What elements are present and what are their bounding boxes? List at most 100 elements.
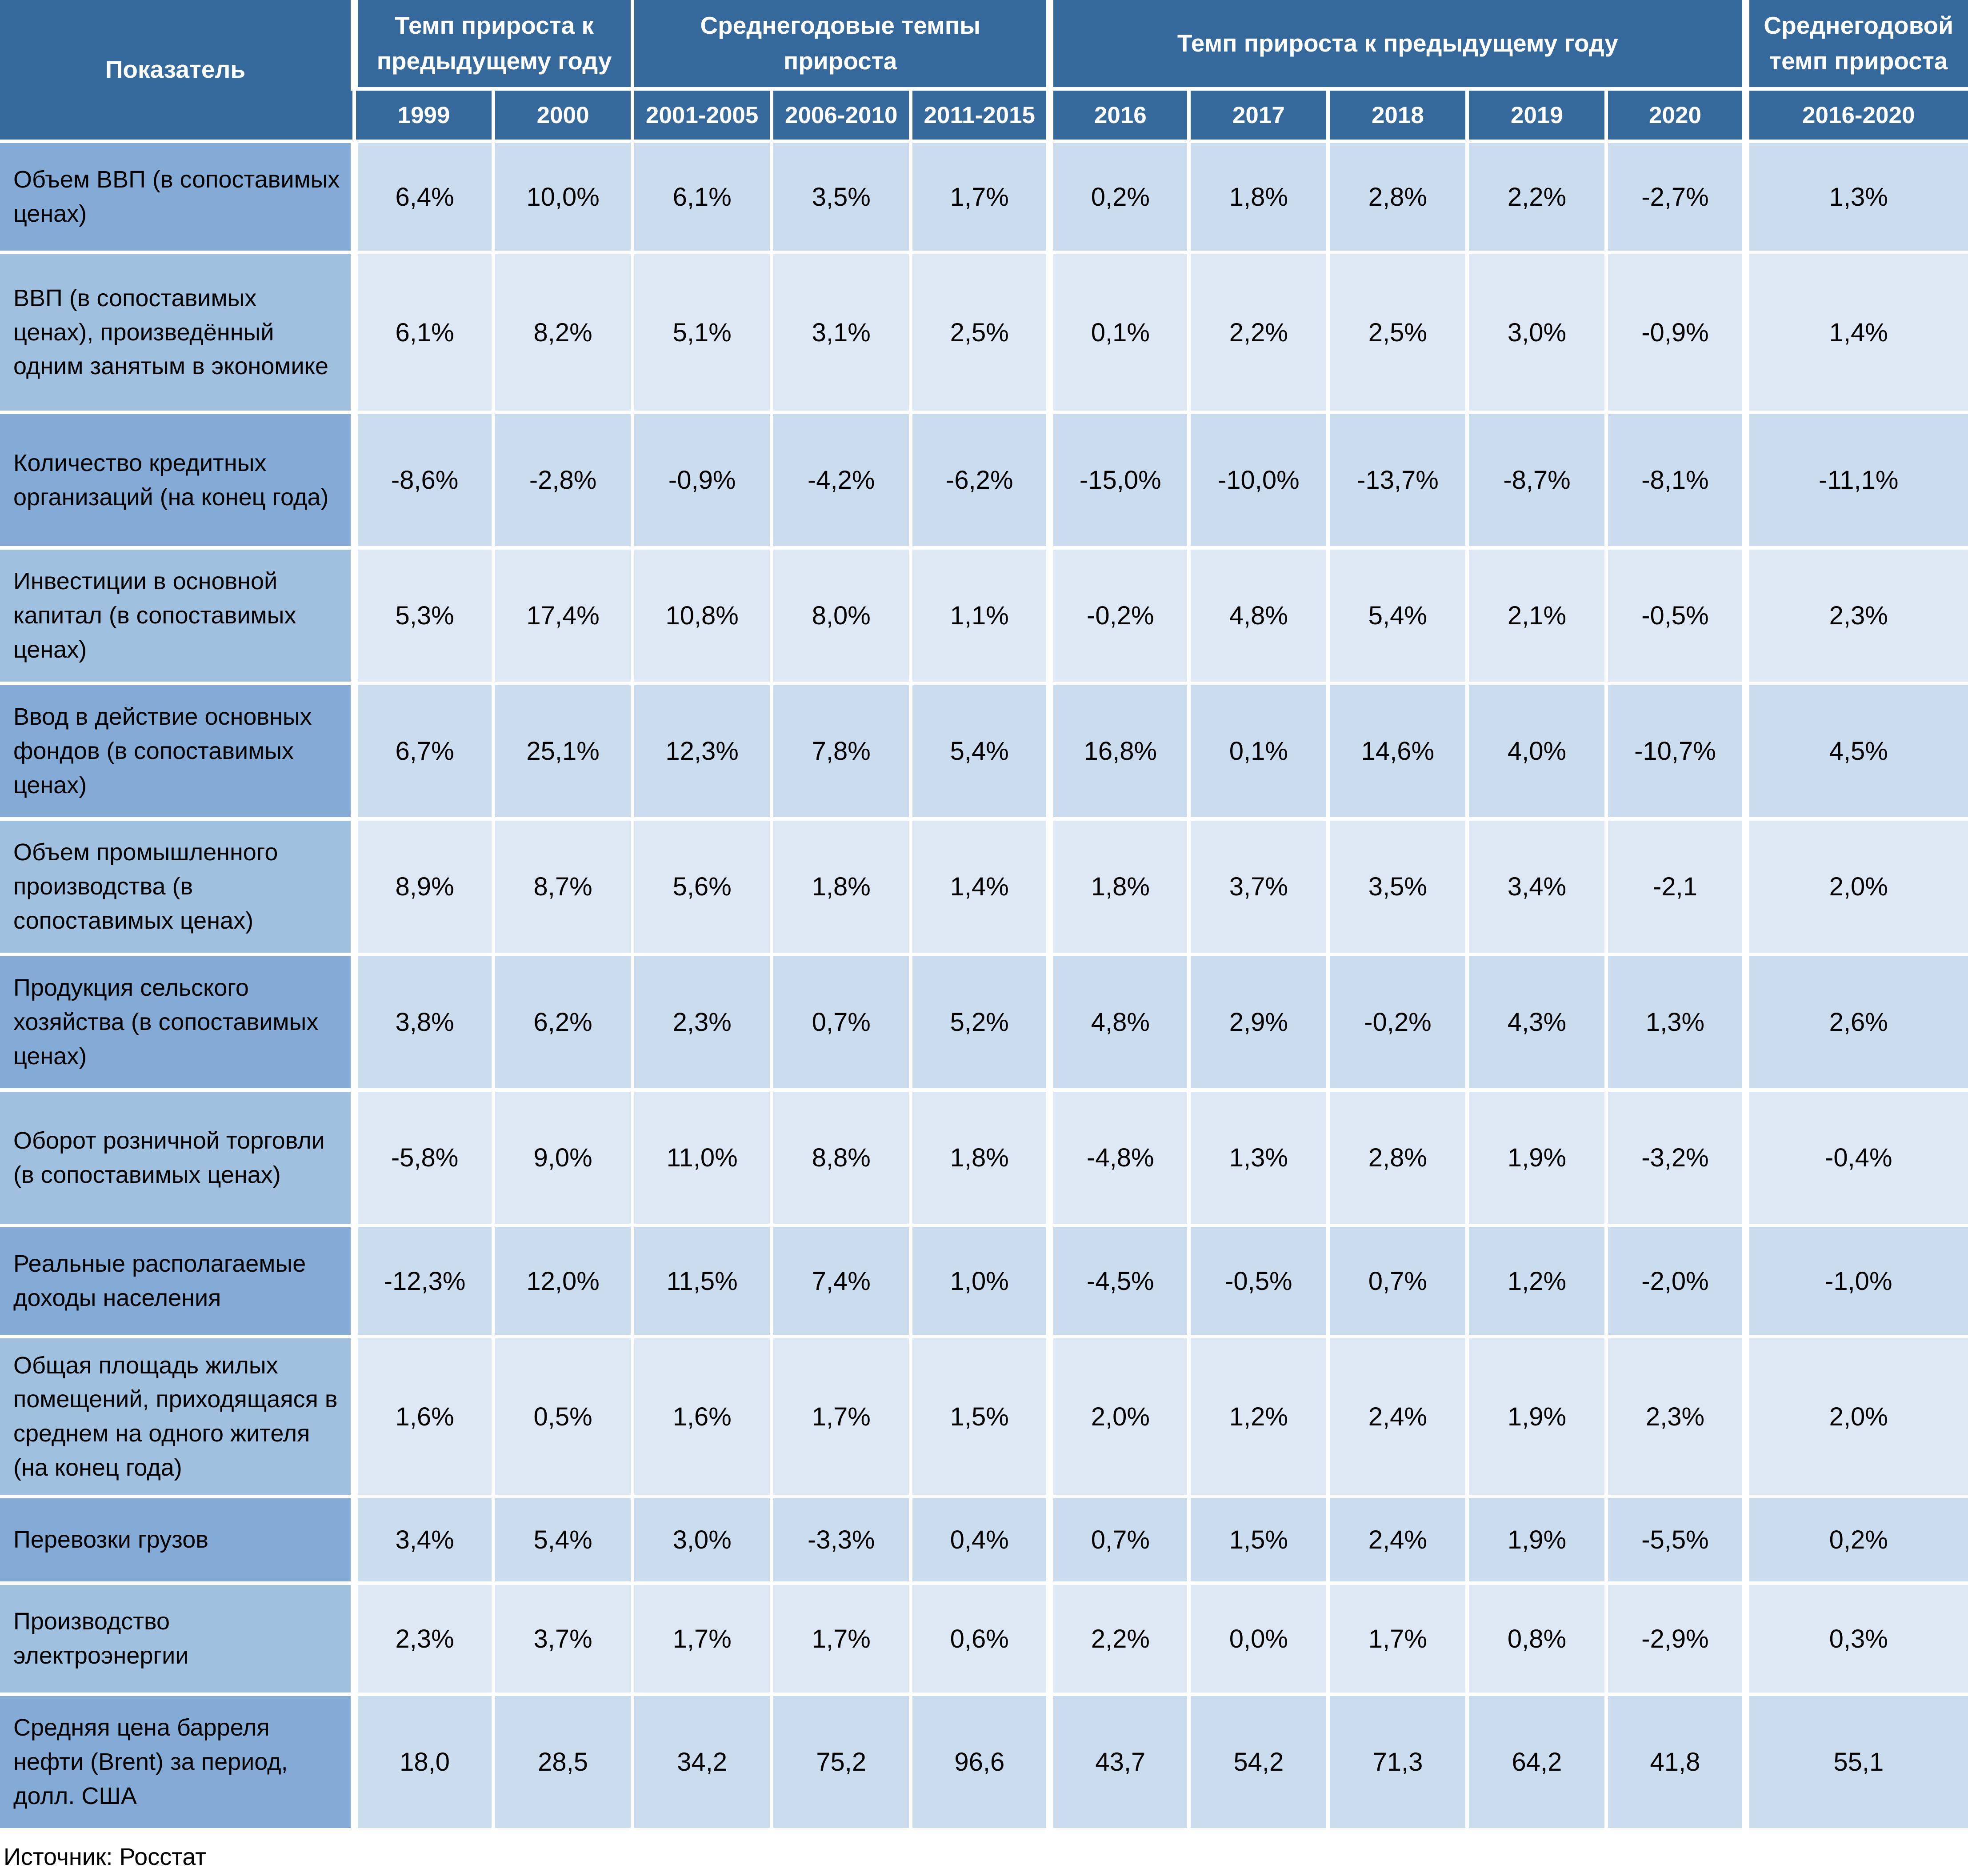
table-row: Количество кредитных организаций (на кон… <box>0 411 1968 550</box>
value-cell: 1,7% <box>770 1335 913 1498</box>
value-cell: 2,8% <box>1326 1088 1469 1227</box>
value-cell: 3,0% <box>1465 251 1608 414</box>
table-row: Производство электроэнергии 2,3% 3,7% 1,7% 1… <box>0 1581 1968 1696</box>
value-cell: 7,4% <box>770 1224 913 1338</box>
value-cell: 2,5% <box>909 251 1052 414</box>
value-cell: -11,1% <box>1742 411 1968 550</box>
table-row: Реальные располагаемые доходы населения -… <box>0 1224 1968 1338</box>
value-cell: -0,5% <box>1187 1224 1330 1338</box>
value-cell: 2,3% <box>1742 546 1968 685</box>
value-cell: 6,1% <box>631 140 774 254</box>
table-row: Оборот розничной торговли (в сопоставимы… <box>0 1088 1968 1227</box>
value-cell: 4,8% <box>1187 546 1330 685</box>
value-cell: -2,9% <box>1604 1581 1748 1696</box>
table-row: Продукция сельского хозяйства (в сопоста… <box>0 953 1968 1092</box>
value-cell: 1,6% <box>631 1335 774 1498</box>
value-cell: 75,2 <box>770 1692 913 1832</box>
value-cell: 1,3% <box>1604 953 1748 1092</box>
value-cell: 2,0% <box>1046 1335 1191 1498</box>
value-cell: 5,4% <box>909 682 1052 821</box>
value-cell: 2,6% <box>1742 953 1968 1092</box>
value-cell: 1,2% <box>1187 1335 1330 1498</box>
value-cell: 25,1% <box>492 682 635 821</box>
value-cell: 14,6% <box>1326 682 1469 821</box>
value-cell: 4,5% <box>1742 682 1968 821</box>
row-label: Объем ВВП (в сопоставимых ценах) <box>0 140 356 254</box>
value-cell: -0,9% <box>631 411 774 550</box>
value-cell: -5,8% <box>351 1088 496 1227</box>
value-cell: 6,1% <box>351 251 496 414</box>
value-cell: 2,1% <box>1465 546 1608 685</box>
value-cell: 5,3% <box>351 546 496 685</box>
value-cell: 6,7% <box>351 682 496 821</box>
group-header-avg-annual-growth-2016-2020: Среднегодовой темп прироста <box>1742 0 1968 91</box>
value-cell: 3,4% <box>1465 817 1608 956</box>
table-row: Средняя цена барреля нефти (Brent) за пе… <box>0 1692 1968 1832</box>
value-cell: 0,1% <box>1046 251 1191 414</box>
value-cell: 2,9% <box>1187 953 1330 1092</box>
value-cell: -4,5% <box>1046 1224 1191 1338</box>
row-label: Объем промышленного производства (в сопо… <box>0 817 356 956</box>
year-header: 1999 <box>354 87 496 143</box>
row-label: Средняя цена барреля нефти (Brent) за пе… <box>0 1692 356 1832</box>
value-cell: 54,2 <box>1187 1692 1330 1832</box>
year-header: 2018 <box>1326 87 1469 143</box>
value-cell: 12,0% <box>492 1224 635 1338</box>
value-cell: 2,2% <box>1465 140 1608 254</box>
value-cell: 2,3% <box>351 1581 496 1696</box>
value-cell: -3,3% <box>770 1495 913 1585</box>
value-cell: -12,3% <box>351 1224 496 1338</box>
value-cell: 1,8% <box>909 1088 1052 1227</box>
value-cell: 0,3% <box>1742 1581 1968 1696</box>
year-header: 2000 <box>492 87 635 143</box>
value-cell: 0,7% <box>1326 1224 1469 1338</box>
value-cell: 0,2% <box>1046 140 1191 254</box>
value-cell: 2,8% <box>1326 140 1469 254</box>
row-label: Реальные располагаемые доходы населения <box>0 1224 356 1338</box>
row-label: ВВП (в сопоставимых ценах), произведённы… <box>0 251 356 414</box>
value-cell: 8,8% <box>770 1088 913 1227</box>
value-cell: 9,0% <box>492 1088 635 1227</box>
value-cell: -3,2% <box>1604 1088 1748 1227</box>
value-cell: 1,1% <box>909 546 1052 685</box>
value-cell: -0,2% <box>1046 546 1191 685</box>
value-cell: 1,2% <box>1465 1224 1608 1338</box>
table-body: Объем ВВП (в сопоставимых ценах) 6,4% 10,0… <box>0 140 1968 1832</box>
group-header-avg-annual-growth: Среднегодовые темпы прироста <box>631 0 1052 91</box>
value-cell: 55,1 <box>1742 1692 1968 1832</box>
value-cell: -6,2% <box>909 411 1052 550</box>
value-cell: 0,8% <box>1465 1581 1608 1696</box>
value-cell: 16,8% <box>1046 682 1191 821</box>
value-cell: -0,5% <box>1604 546 1748 685</box>
value-cell: 3,7% <box>492 1581 635 1696</box>
value-cell: 1,8% <box>770 817 913 956</box>
value-cell: 5,4% <box>1326 546 1469 685</box>
value-cell: 17,4% <box>492 546 635 685</box>
value-cell: 0,4% <box>909 1495 1052 1585</box>
value-cell: 2,3% <box>1604 1335 1748 1498</box>
table-row: ВВП (в сопоставимых ценах), произведённы… <box>0 251 1968 414</box>
value-cell: 1,8% <box>1187 140 1330 254</box>
value-cell: 8,9% <box>351 817 496 956</box>
row-label: Перевозки грузов <box>0 1495 356 1585</box>
value-cell: 1,0% <box>909 1224 1052 1338</box>
year-header: 2016 <box>1046 87 1191 143</box>
value-cell: 1,9% <box>1465 1088 1608 1227</box>
group-header-growth-prev-year-1: Темп прироста к предыдущему году <box>351 0 635 91</box>
row-label: Ввод в действие основных фондов (в сопос… <box>0 682 356 821</box>
value-cell: -13,7% <box>1326 411 1469 550</box>
table-row: Перевозки грузов 3,4% 5,4% 3,0% -3,3% 0,4% 0,7… <box>0 1495 1968 1585</box>
value-cell: 4,3% <box>1465 953 1608 1092</box>
value-cell: 10,0% <box>492 140 635 254</box>
value-cell: 0,0% <box>1187 1581 1330 1696</box>
value-cell: 1,8% <box>1046 817 1191 956</box>
value-cell: -0,2% <box>1326 953 1469 1092</box>
row-label: Общая площадь жилых помещений, приходяща… <box>0 1335 356 1498</box>
value-cell: 8,0% <box>770 546 913 685</box>
value-cell: -1,0% <box>1742 1224 1968 1338</box>
value-cell: 2,3% <box>631 953 774 1092</box>
value-cell: 1,6% <box>351 1335 496 1498</box>
value-cell: 2,0% <box>1742 817 1968 956</box>
value-cell: 71,3 <box>1326 1692 1469 1832</box>
